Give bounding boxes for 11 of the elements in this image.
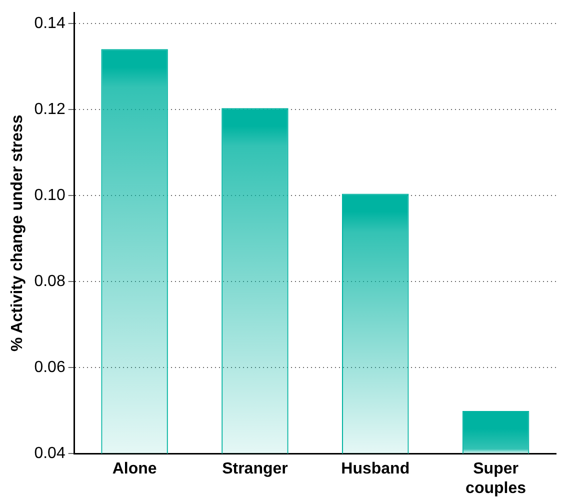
- x-tick-label: Super couples: [466, 460, 526, 497]
- y-tick-label: 0.12: [34, 100, 66, 118]
- y-tick-label: 0.08: [34, 272, 66, 290]
- y-tick-label: 0.14: [34, 14, 66, 32]
- y-axis-title: % Activity change under stress: [9, 114, 26, 352]
- x-tick-label: Stranger: [222, 460, 288, 478]
- y-tick-label: 0.04: [34, 445, 66, 462]
- y-tick-label: 0.10: [34, 186, 66, 204]
- x-tick-label: Alone: [112, 460, 157, 478]
- x-tick-label: Husband: [341, 460, 410, 478]
- y-tick-label: 0.06: [34, 358, 66, 376]
